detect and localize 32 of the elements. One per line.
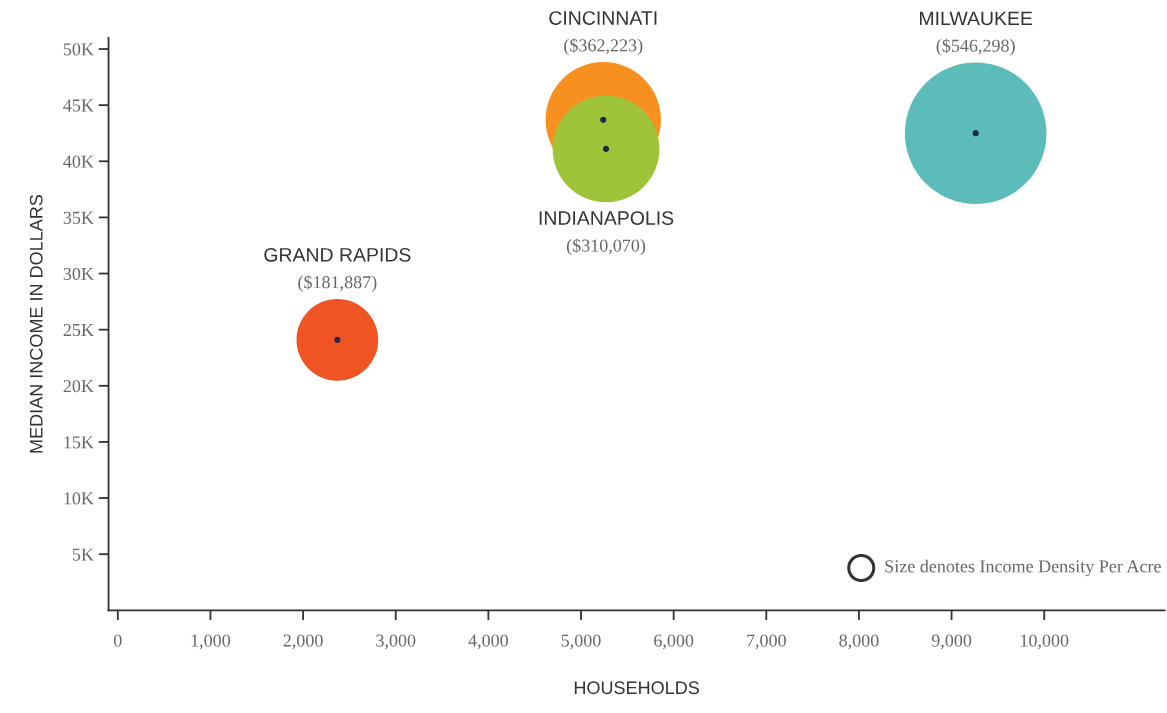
x-tick-label: 5,000	[561, 634, 601, 650]
annotation: ($362,223)	[564, 38, 643, 56]
text: GRAND RAPIDS	[264, 247, 411, 262]
x-tick-label: 7,000	[747, 634, 786, 650]
annotation: Size denotes Income Density Per Acre	[885, 559, 1161, 577]
x-tick-label: 10,000	[1020, 634, 1069, 650]
x-tick-label: 0	[113, 634, 122, 647]
y-tick-label: 10K	[64, 492, 94, 505]
text: CINCINNATI	[549, 11, 657, 25]
x-tick-label: 2,000	[283, 634, 323, 650]
y-axis-title: MEDIAN INCOME IN DOLLARS	[29, 194, 43, 453]
annotation: ($310,070)	[566, 238, 646, 256]
x-tick-label: 9,000	[931, 634, 972, 650]
y-tick-label: 40K	[63, 155, 94, 168]
y-tick-label: 5K	[72, 548, 94, 561]
x-tick-label: 8,000	[839, 634, 879, 650]
y-tick-label: 20K	[63, 380, 94, 393]
x-tick-label: 1,000	[191, 634, 231, 650]
annotation: ($181,887)	[298, 275, 377, 292]
annotation: ($546,298)	[936, 38, 1015, 56]
y-tick-label: 50K	[63, 43, 94, 56]
y-tick-label: 45K	[63, 99, 94, 112]
x-axis-title: HOUSEHOLDS	[574, 681, 699, 695]
series-label: INDIANAPOLIS	[539, 211, 674, 225]
x-tick-label: 4,000	[468, 634, 508, 650]
x-tick-label: 3,000	[376, 634, 416, 650]
text: MILWAUKEE	[920, 11, 1033, 26]
y-tick-label: 30K	[63, 267, 94, 280]
y-tick-label: 35K	[63, 211, 94, 224]
y-tick-label: 25K	[63, 323, 94, 337]
x-tick-label: 6,000	[654, 634, 694, 650]
y-tick-label: 15K	[64, 436, 94, 449]
